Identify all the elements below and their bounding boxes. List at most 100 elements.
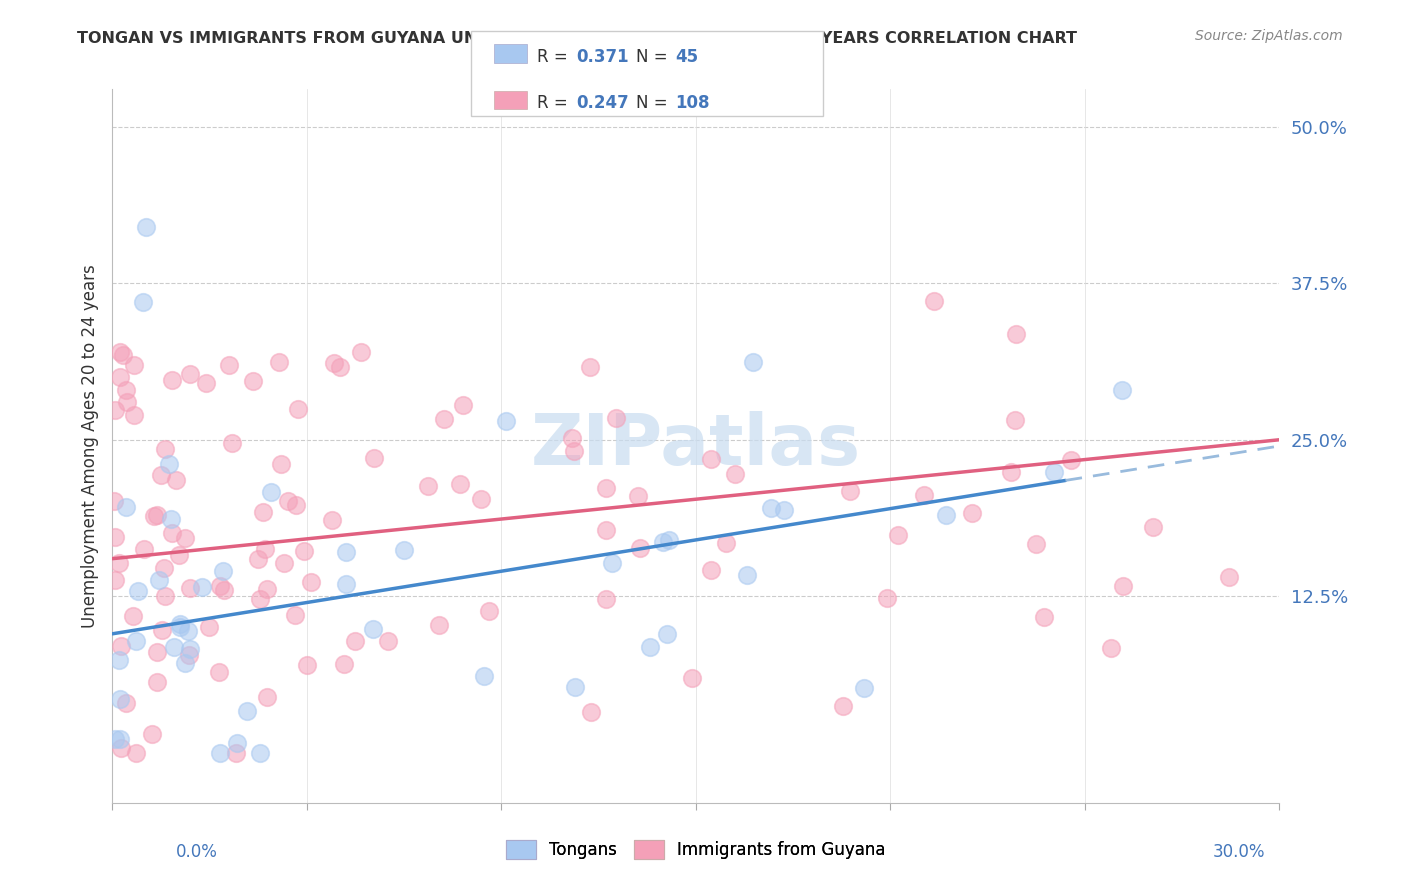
Point <box>190 580 212 594</box>
Text: 0.0%: 0.0% <box>176 843 218 861</box>
Point <box>122 358 145 372</box>
Point <box>427 618 450 632</box>
Point <box>208 579 231 593</box>
Point <box>141 727 163 741</box>
Point <box>714 535 737 549</box>
Point <box>449 476 471 491</box>
Point <box>103 494 125 508</box>
Point <box>562 444 585 458</box>
Point <box>169 616 191 631</box>
Point <box>839 484 862 499</box>
Point <box>295 657 318 672</box>
Point <box>361 622 384 636</box>
Point <box>595 482 617 496</box>
Point <box>273 556 295 570</box>
Point <box>285 498 308 512</box>
Point <box>470 492 492 507</box>
Text: 0.247: 0.247 <box>576 94 630 112</box>
Point <box>742 354 765 368</box>
Point <box>104 531 127 545</box>
Point <box>111 348 134 362</box>
Point <box>651 534 673 549</box>
Point <box>149 468 172 483</box>
Point <box>595 523 617 537</box>
Point <box>104 403 127 417</box>
Point <box>108 370 131 384</box>
Point <box>363 451 385 466</box>
Point <box>876 591 898 605</box>
Point <box>252 505 274 519</box>
Point <box>321 513 343 527</box>
Point <box>1025 537 1047 551</box>
Point <box>1005 327 1028 342</box>
Point <box>179 642 201 657</box>
Point <box>179 581 201 595</box>
Point <box>922 293 945 308</box>
Text: Source: ZipAtlas.com: Source: ZipAtlas.com <box>1195 29 1343 43</box>
Point <box>284 608 307 623</box>
Text: TONGAN VS IMMIGRANTS FROM GUYANA UNEMPLOYMENT AMONG AGES 20 TO 24 YEARS CORRELAT: TONGAN VS IMMIGRANTS FROM GUYANA UNEMPLO… <box>77 31 1077 46</box>
Point <box>1060 452 1083 467</box>
Point <box>256 582 278 597</box>
Point <box>155 442 177 457</box>
Point <box>655 626 678 640</box>
Point <box>377 634 399 648</box>
Point <box>761 500 783 515</box>
Point <box>267 354 290 368</box>
Point <box>700 452 723 467</box>
Point <box>247 551 270 566</box>
Point <box>115 697 138 711</box>
Point <box>256 690 278 705</box>
Point <box>912 487 935 501</box>
Point <box>169 620 191 634</box>
Point <box>236 704 259 718</box>
Text: N =: N = <box>636 94 672 112</box>
Point <box>627 489 650 503</box>
Point <box>146 508 169 522</box>
Point <box>108 653 131 667</box>
Point <box>323 356 346 370</box>
Point <box>153 561 176 575</box>
Point <box>195 376 218 390</box>
Point <box>1142 519 1164 533</box>
Point <box>935 508 957 523</box>
Point <box>108 692 131 706</box>
Point <box>115 500 138 515</box>
Point <box>343 633 366 648</box>
Point <box>160 511 183 525</box>
Point <box>212 564 235 578</box>
Point <box>132 295 155 310</box>
Point <box>595 591 617 606</box>
Point <box>146 645 169 659</box>
Point <box>153 589 176 603</box>
Point <box>287 401 309 416</box>
Point <box>146 674 169 689</box>
Point <box>110 639 132 653</box>
Point <box>165 473 187 487</box>
Point <box>270 457 292 471</box>
Point <box>160 373 183 387</box>
Point <box>292 544 315 558</box>
Text: N =: N = <box>636 48 672 66</box>
Y-axis label: Unemployment Among Ages 20 to 24 years: Unemployment Among Ages 20 to 24 years <box>80 264 98 628</box>
Point <box>162 525 184 540</box>
Point <box>197 619 219 633</box>
Point <box>335 544 357 558</box>
Point <box>335 577 357 591</box>
Point <box>681 671 703 685</box>
Text: R =: R = <box>537 94 574 112</box>
Point <box>564 680 586 694</box>
Point <box>477 604 499 618</box>
Point <box>221 435 243 450</box>
Point <box>124 746 146 760</box>
Point <box>700 563 723 577</box>
Point <box>1043 465 1066 479</box>
Text: ZIPatlas: ZIPatlas <box>531 411 860 481</box>
Point <box>472 669 495 683</box>
Point <box>104 573 127 587</box>
Point <box>110 740 132 755</box>
Point <box>208 665 231 679</box>
Point <box>773 503 796 517</box>
Text: 30.0%: 30.0% <box>1213 843 1265 861</box>
Point <box>249 591 271 606</box>
